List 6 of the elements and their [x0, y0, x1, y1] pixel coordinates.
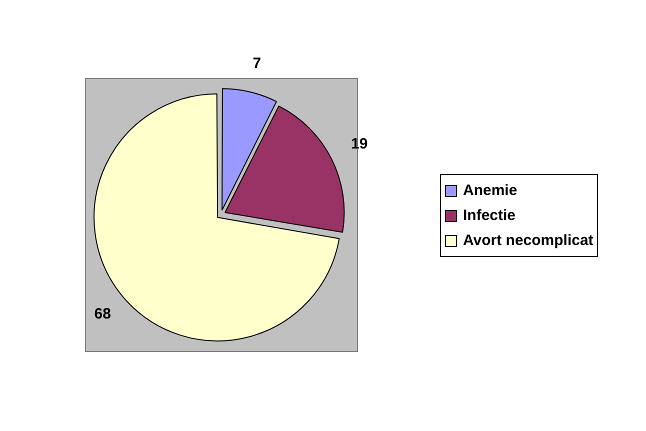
legend-label: Avort necomplicat [463, 232, 594, 249]
data-label: 19 [350, 136, 368, 153]
legend-label: Anemie [463, 182, 518, 199]
legend-label: Infectie [463, 207, 516, 224]
data-label: 68 [94, 306, 111, 323]
data-label: 7 [252, 54, 262, 72]
